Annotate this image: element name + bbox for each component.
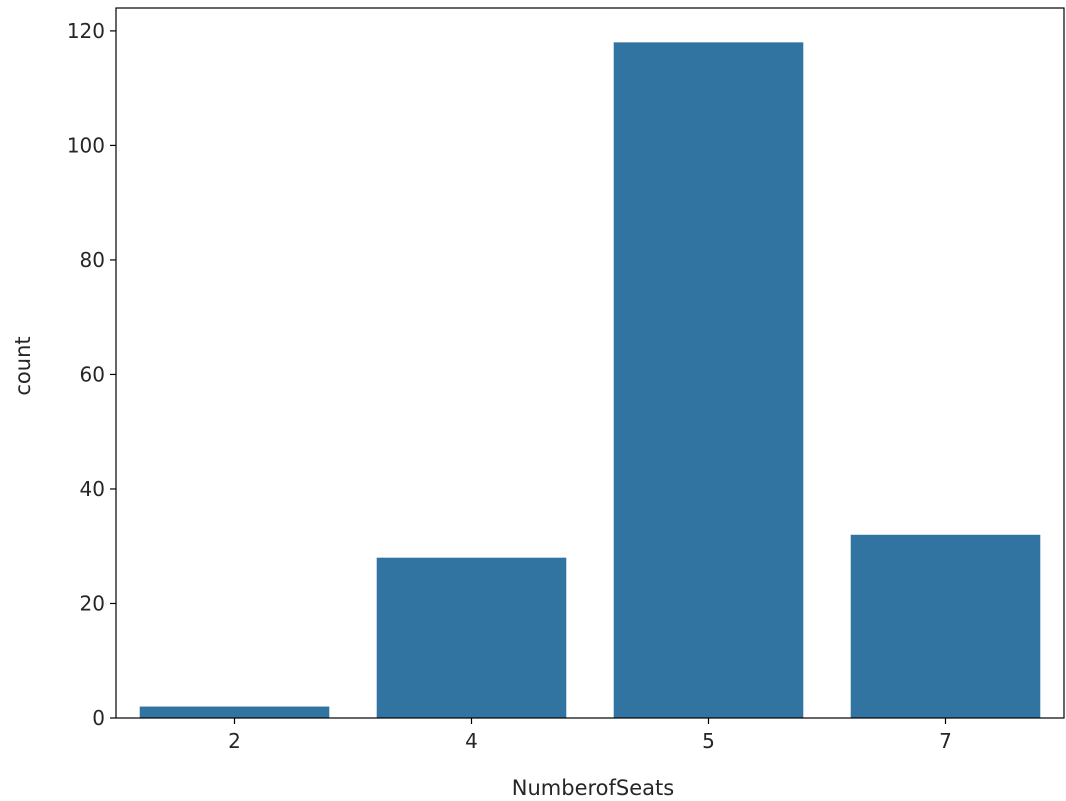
plot-frame bbox=[115, 7, 1065, 719]
y-tick-label: 60 bbox=[80, 362, 105, 386]
x-axis-label: NumberofSeats bbox=[512, 776, 674, 800]
y-tick-label: 80 bbox=[80, 248, 105, 272]
y-tick-label: 100 bbox=[67, 133, 105, 157]
x-tick-label: 2 bbox=[228, 729, 241, 753]
axes-frame bbox=[115, 7, 1065, 719]
x-tick-label: 4 bbox=[465, 729, 478, 753]
y-axis-ticks: 0 20 40 60 80 100 120 bbox=[67, 19, 116, 730]
y-tick-label: 20 bbox=[80, 591, 105, 615]
bar-5 bbox=[613, 42, 804, 718]
bar-2 bbox=[139, 706, 330, 718]
bar-7 bbox=[850, 534, 1041, 718]
y-tick-label: 40 bbox=[80, 477, 105, 501]
bar-4 bbox=[376, 557, 567, 718]
y-tick-label: 120 bbox=[67, 19, 105, 43]
x-tick-label: 7 bbox=[939, 729, 952, 753]
y-axis-label: count bbox=[11, 336, 35, 395]
bars-layer bbox=[139, 42, 1041, 718]
x-tick-label: 5 bbox=[702, 729, 715, 753]
y-tick-label: 0 bbox=[92, 706, 105, 730]
x-axis-ticks: 2 4 5 7 bbox=[228, 718, 952, 753]
